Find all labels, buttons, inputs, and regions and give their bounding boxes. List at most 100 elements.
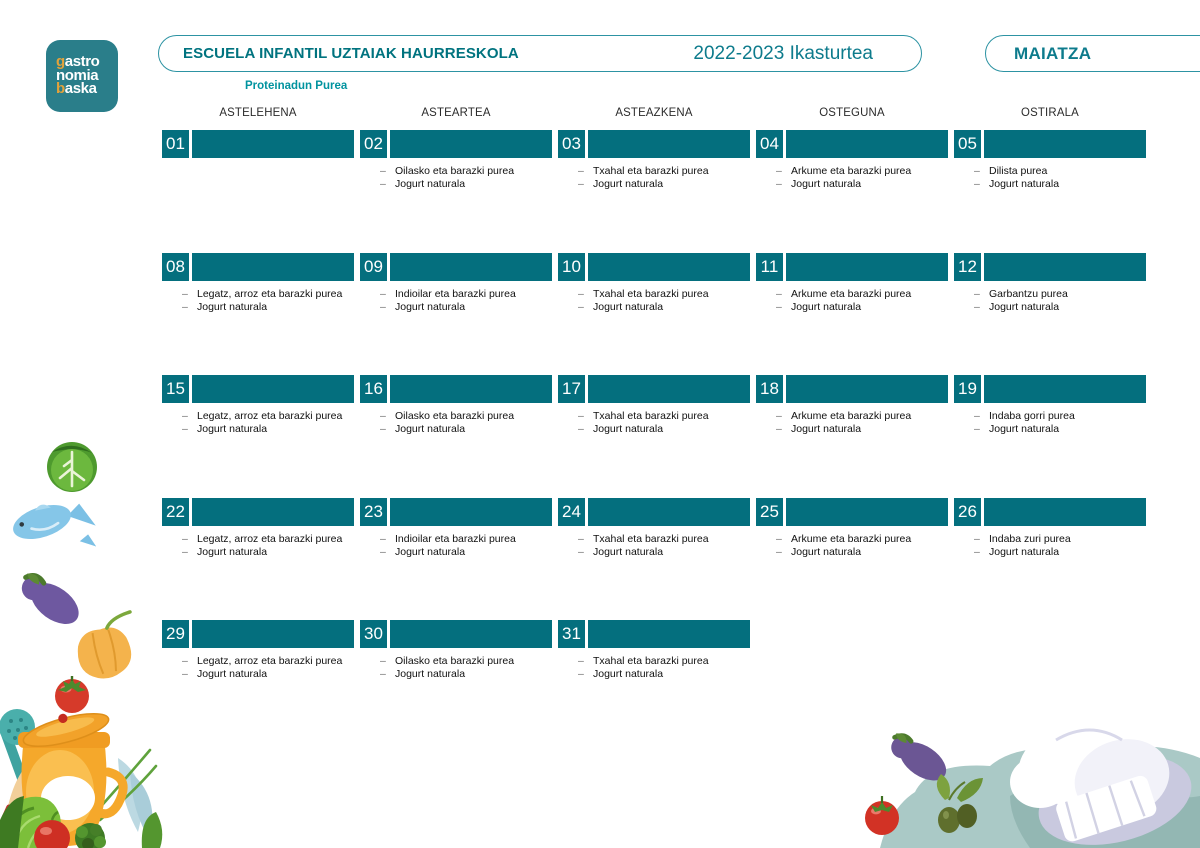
day-bar-fill [984, 252, 1146, 281]
day-number: 01 [162, 130, 189, 158]
day-bar-fill [192, 497, 354, 526]
menu-item-text: Jogurt naturala [395, 545, 466, 558]
day-bar-fill [786, 252, 948, 281]
day-menu-list: – Indaba zuri purea – Jogurt naturala [954, 533, 1146, 559]
school-year: 2022-2023 Ikasturtea [693, 42, 873, 64]
menu-item-text: Arkume eta barazki purea [791, 287, 912, 300]
day-number: 16 [360, 375, 387, 403]
day-header-bar: 08 [162, 252, 354, 281]
blue-leaf-illustration [118, 758, 143, 832]
day-bar-fill [588, 130, 750, 158]
weekday-header: OSTIRALA [1021, 105, 1079, 119]
day-menu-list: – Txahal eta barazki purea – Jogurt natural… [558, 533, 750, 559]
day-header-bar: 30 [360, 620, 552, 648]
menu-item: – Legatz, arroz eta barazki purea [162, 533, 354, 546]
day-number: 04 [756, 130, 783, 158]
day-header-bar: 26 [954, 497, 1146, 526]
menu-item-dash: – [578, 287, 584, 300]
menu-item: – Legatz, arroz eta barazki purea [162, 410, 354, 423]
menu-item-dash: – [578, 668, 584, 680]
menu-item-dash: – [380, 423, 386, 435]
menu-item-text: Txahal eta barazki purea [593, 165, 709, 177]
menu-item-text: Indaba gorri purea [989, 410, 1075, 422]
menu-item-dash: – [776, 545, 782, 558]
menu-item-text: Dilista purea [989, 165, 1048, 177]
day-cell: 18 – Arkume eta barazki purea – Jogurt natur… [756, 375, 948, 498]
menu-item-text: Legatz, arroz eta barazki purea [197, 287, 343, 300]
day-menu-list: – Legatz, arroz eta barazki purea – Jogurt … [162, 288, 354, 314]
fish-illustration [13, 503, 97, 547]
day-menu-list: – Oilasko eta barazki purea – Jogurt natura… [360, 655, 552, 681]
menu-item-dash: – [380, 668, 386, 680]
school-title-pill: ESCUELA INFANTIL UZTAIAK HAURRESKOLA 202… [158, 35, 922, 72]
day-bar-fill [192, 130, 354, 158]
school-name: ESCUELA INFANTIL UZTAIAK HAURRESKOLA [183, 45, 519, 62]
day-bar-fill [192, 252, 354, 281]
month-pill: MAIATZA [985, 35, 1200, 72]
menu-item: – Indioilar eta barazki purea [360, 533, 552, 546]
menu-item: – Txahal eta barazki purea [558, 410, 750, 423]
day-bar-fill [984, 130, 1146, 158]
logo-text-line: nomia [56, 66, 99, 84]
menu-item-text: Jogurt naturala [989, 545, 1060, 558]
menu-item-dash: – [974, 545, 980, 558]
menu-item-text: Arkume eta barazki purea [791, 532, 912, 545]
day-cell: 30 – Oilasko eta barazki purea – Jogurt natu… [360, 620, 552, 743]
day-bar-fill [984, 497, 1146, 526]
menu-item-text: Jogurt naturala [197, 668, 268, 680]
menu-item-dash: – [974, 410, 980, 422]
menu-item: – Txahal eta barazki purea [558, 165, 750, 178]
day-menu-list: – Legatz, arroz eta barazki purea – Jogurt … [162, 410, 354, 436]
menu-item-text: Jogurt naturala [395, 300, 466, 313]
menu-item: – Txahal eta barazki purea [558, 655, 750, 668]
day-cell: 09 – Indioilar eta barazki purea – Jogurt na… [360, 252, 552, 376]
menu-item-dash: – [974, 532, 980, 545]
day-header-bar: 02 [360, 130, 552, 158]
menu-item: – Jogurt naturala [756, 301, 948, 314]
menu-item-text: Jogurt naturala [593, 300, 664, 313]
menu-item-dash: – [380, 655, 386, 667]
day-bar-fill [390, 130, 552, 158]
day-cell: 26 – Indaba zuri purea – Jogurt naturala [954, 497, 1146, 621]
day-cell: 10 – Txahal eta barazki purea – Jogurt natur… [558, 252, 750, 376]
day-number: 30 [360, 620, 387, 648]
day-number: 02 [360, 130, 387, 158]
menu-item-dash: – [578, 300, 584, 313]
cabbage-illustration [47, 442, 97, 492]
menu-item-dash: – [776, 423, 782, 435]
day-bar-fill [588, 252, 750, 281]
menu-item-dash: – [776, 287, 782, 300]
eggplant-illustration [21, 573, 79, 625]
day-menu-list: – Indioilar eta barazki purea – Jogurt natu… [360, 288, 552, 314]
background-blob [880, 746, 1200, 848]
breadstick-illustration [0, 800, 34, 848]
menu-item-dash: – [974, 165, 980, 177]
menu-item: – Oilasko eta barazki purea [360, 165, 552, 178]
menu-item-dash: – [776, 532, 782, 545]
menu-item-dash: – [578, 545, 584, 558]
day-header-bar: 11 [756, 252, 948, 281]
day-header-bar: 01 [162, 130, 354, 158]
menu-item: – Jogurt naturala [756, 423, 948, 436]
day-number: 03 [558, 130, 585, 158]
menu-item: – Jogurt naturala [360, 546, 552, 559]
day-bar-fill [588, 620, 750, 648]
day-header-bar: 03 [558, 130, 750, 158]
menu-item: – Jogurt naturala [558, 668, 750, 681]
day-header-bar: 04 [756, 130, 948, 158]
menu-item-text: Legatz, arroz eta barazki purea [197, 655, 343, 667]
day-header-bar: 19 [954, 375, 1146, 403]
day-number: 10 [558, 252, 585, 281]
day-menu-list: – Arkume eta barazki purea – Jogurt natural… [756, 288, 948, 314]
day-number: 08 [162, 252, 189, 281]
day-menu-list: – Dilista purea – Jogurt naturala [954, 165, 1146, 191]
menu-item: – Oilasko eta barazki purea [360, 410, 552, 423]
menu-item-dash: – [380, 532, 386, 545]
day-menu-list: – Txahal eta barazki purea – Jogurt natural… [558, 165, 750, 191]
day-menu-list: – Arkume eta barazki purea – Jogurt natural… [756, 165, 948, 191]
menu-item-text: Jogurt naturala [791, 300, 862, 313]
day-number: 31 [558, 620, 585, 648]
day-cell: 02 – Oilasko eta barazki purea – Jogurt natu… [360, 130, 552, 253]
menu-item-dash: – [974, 300, 980, 313]
menu-item-dash: – [578, 410, 584, 422]
